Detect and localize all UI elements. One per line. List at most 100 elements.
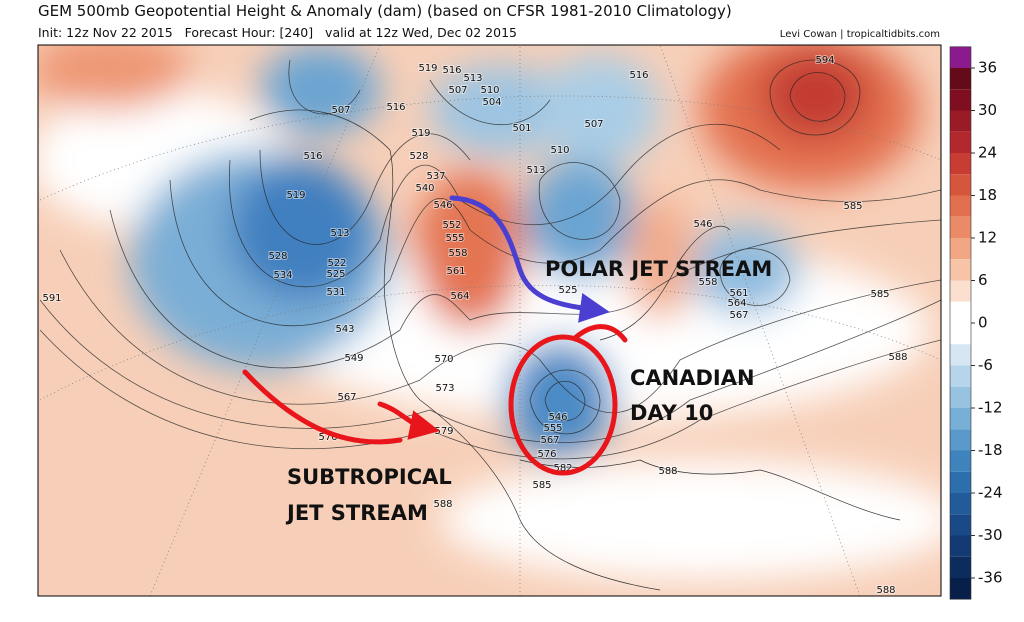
height-contours xyxy=(39,59,941,460)
contour-label: 507 xyxy=(584,119,603,130)
contour-label: 525 xyxy=(558,285,577,296)
contour-label: 591 xyxy=(42,293,61,304)
colorbar-segment xyxy=(950,450,971,472)
contour-label: 564 xyxy=(450,291,469,302)
annotation: POLAR JET STREAM xyxy=(545,257,772,281)
contour-label: 561 xyxy=(446,266,465,277)
colorbar-segment xyxy=(950,89,971,111)
colorbar-segment xyxy=(950,195,971,217)
contour-label: 528 xyxy=(409,151,428,162)
contour-label: 576 xyxy=(537,449,556,460)
contour-label: 552 xyxy=(442,220,461,231)
colorbar-segment xyxy=(950,110,971,132)
colorbar-segment xyxy=(950,365,971,387)
colorbar-tick-label: 0 xyxy=(978,314,988,332)
colorbar-segment xyxy=(950,578,971,600)
colorbar-segment xyxy=(950,153,971,175)
contour-label: 519 xyxy=(286,190,305,201)
contour-label: 567 xyxy=(729,310,748,321)
colorbar-tick-label: -36 xyxy=(978,569,1003,587)
colorbar-segment xyxy=(950,386,971,408)
contour-label: 546 xyxy=(693,219,712,230)
contour-label: 537 xyxy=(426,171,445,182)
colorbar-segment xyxy=(950,471,971,493)
colorbar-segment xyxy=(950,514,971,536)
contour-label: 516 xyxy=(303,151,322,162)
colorbar-tick-label: 24 xyxy=(978,144,997,162)
colorbar-segment xyxy=(950,408,971,430)
colorbar-tick-label: 12 xyxy=(978,229,997,247)
contour-label: 564 xyxy=(727,298,746,309)
contour-label: 513 xyxy=(330,228,349,239)
contour-label: 588 xyxy=(433,499,452,510)
colorbar-segment xyxy=(950,535,971,557)
contour-label: 519 xyxy=(418,63,437,74)
contour-label: 504 xyxy=(482,97,501,108)
colorbar-segment xyxy=(950,238,971,260)
contour-label: 516 xyxy=(386,102,405,113)
colorbar-segment xyxy=(950,323,971,345)
graticule xyxy=(39,45,941,596)
contour-label: 513 xyxy=(463,73,482,84)
contour-label: 555 xyxy=(445,233,464,244)
contour-label: 519 xyxy=(411,128,430,139)
map-frame xyxy=(37,44,942,597)
colorbar-segment xyxy=(950,216,971,238)
hand-drawn-marks xyxy=(242,195,628,476)
credit: Levi Cowan | tropicaltidbits.com xyxy=(780,29,940,40)
contour-label: 507 xyxy=(448,85,467,96)
colorbar-tick-label: -6 xyxy=(978,356,993,374)
colorbar-segment xyxy=(950,556,971,578)
contour-label: 510 xyxy=(550,145,569,156)
colorbar-segment xyxy=(950,301,971,323)
colorbar-tick-label: 36 xyxy=(978,59,997,77)
contour-label: 546 xyxy=(433,200,452,211)
contour-label: 567 xyxy=(540,435,559,446)
contour-label: 543 xyxy=(335,324,354,335)
contour-label: 579 xyxy=(434,426,453,437)
contour-label: 567 xyxy=(337,392,356,403)
colorbar-segment xyxy=(950,344,971,366)
colorbar-segment xyxy=(950,280,971,302)
contour-label: 534 xyxy=(273,270,292,281)
annotation: SUBTROPICAL xyxy=(287,465,452,489)
contour-label: 546 xyxy=(548,412,567,423)
colorbar-tick-label: -18 xyxy=(978,441,1003,459)
contour-label: 585 xyxy=(870,289,889,300)
colorbar-segment xyxy=(950,429,971,451)
colorbar-tick-label: -12 xyxy=(978,399,1003,417)
subtitle: Init: 12z Nov 22 2015 Forecast Hour: [24… xyxy=(38,25,517,40)
contour-label: 522 xyxy=(327,258,346,269)
contour-label: 558 xyxy=(698,277,717,288)
contour-label: 585 xyxy=(532,480,551,491)
contour-label: 588 xyxy=(658,466,677,477)
contour-label: 558 xyxy=(448,248,467,259)
colorbar-segment xyxy=(950,46,971,68)
contour-label: 594 xyxy=(815,55,834,66)
colorbar-segment xyxy=(950,131,971,153)
colorbar-segment xyxy=(950,259,971,281)
contour-label: 531 xyxy=(326,287,345,298)
contour-label: 501 xyxy=(512,123,531,134)
contour-label: 528 xyxy=(268,251,287,262)
contour-label: 573 xyxy=(435,383,454,394)
contour-label: 549 xyxy=(344,353,363,364)
annotation: DAY 10 xyxy=(630,401,713,425)
colorbar: 36 30 24 18 12 6 0 -6 -12 -18 -24 -30 -36 xyxy=(949,46,1003,600)
contour-label: 525 xyxy=(326,269,345,280)
annotation: JET STREAM xyxy=(285,501,428,525)
anomaly-field xyxy=(38,45,941,580)
colorbar-tick-label: 18 xyxy=(978,186,997,204)
colorbar-segment xyxy=(950,68,971,90)
contour-label: 540 xyxy=(415,183,434,194)
colorbar-tick-label: 6 xyxy=(978,271,988,289)
colorbar-segment xyxy=(950,174,971,196)
colorbar-segment xyxy=(950,493,971,515)
contour-label: 510 xyxy=(480,85,499,96)
contour-label: 588 xyxy=(876,585,895,596)
title: GEM 500mb Geopotential Height & Anomaly … xyxy=(38,2,732,20)
colorbar-tick-label: -24 xyxy=(978,484,1003,502)
contour-label: 555 xyxy=(543,423,562,434)
